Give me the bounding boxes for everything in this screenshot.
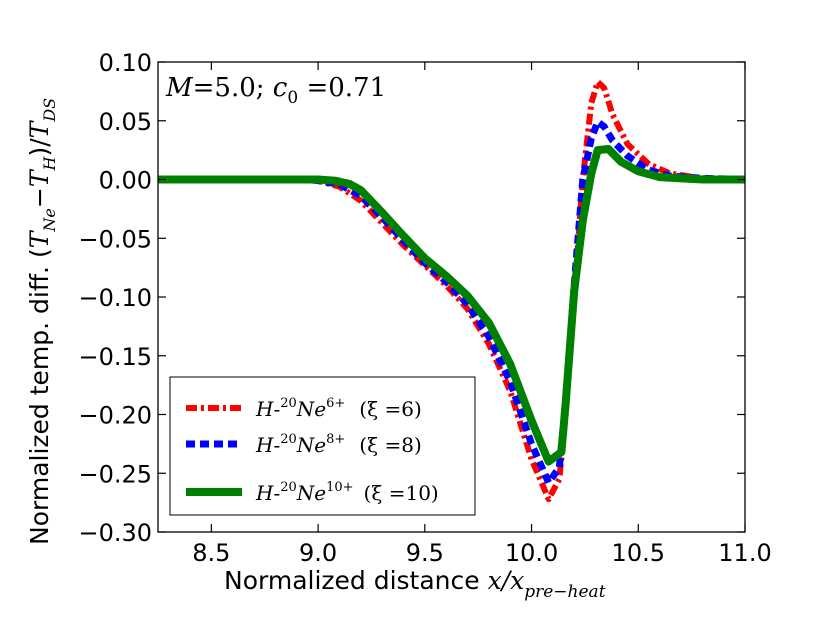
y-tick-label: −0.10	[78, 284, 152, 312]
tick-layer: 8.5 9.0 9.5 10.0 10.5 11.0 0.10 0.05 0.00 −0.05 −0…	[78, 49, 771, 567]
y-tick-label: −0.05	[78, 225, 152, 253]
legend-label-xi8: H-20Ne8+ (ξ =8)	[255, 432, 422, 457]
y-tick-label: −0.20	[78, 402, 152, 430]
y-tick-label: −0.15	[78, 343, 152, 371]
x-tick-label: 9.0	[299, 539, 337, 567]
series-layer	[158, 79, 746, 503]
y-tick-label: −0.25	[78, 460, 152, 488]
chart-annotation: M=5.0; c0 =0.71	[165, 73, 386, 108]
legend: H-20Ne6+ (ξ =6) H-20Ne8+ (ξ =8) H-20Ne10+(…	[169, 376, 476, 516]
y-tick-label: 0.05	[99, 108, 152, 136]
series-line-xi6	[158, 79, 746, 503]
series-line-xi10	[158, 145, 745, 466]
x-tick-label: 9.5	[406, 539, 444, 567]
x-tick-label: 10.0	[505, 539, 558, 567]
y-tick-label: 0.00	[99, 167, 152, 195]
y-axis-label: Normalized temp. diff. (TNe−TH)/TDS	[25, 98, 59, 545]
annotation-m-value: =5.0;	[193, 73, 273, 103]
x-tick-label: 10.5	[612, 539, 665, 567]
x-tick-label: 8.5	[192, 539, 230, 567]
legend-label-xi10: H-20Ne10+ (ξ =10)	[255, 480, 439, 505]
annotation-c-sub: 0	[287, 88, 298, 108]
annotation-m: M	[165, 73, 194, 103]
legend-label-xi6: H-20Ne6+ (ξ =6)	[255, 396, 422, 421]
annotation-c-value: =0.71	[298, 73, 386, 103]
annotation-c: c	[273, 73, 288, 103]
x-tick-label: 11.0	[718, 539, 771, 567]
x-axis-label: Normalized distance x/xpre−heat	[224, 566, 606, 602]
y-tick-label: 0.10	[99, 49, 152, 77]
y-tick-label: −0.30	[78, 519, 152, 547]
legend-lines	[186, 405, 242, 496]
